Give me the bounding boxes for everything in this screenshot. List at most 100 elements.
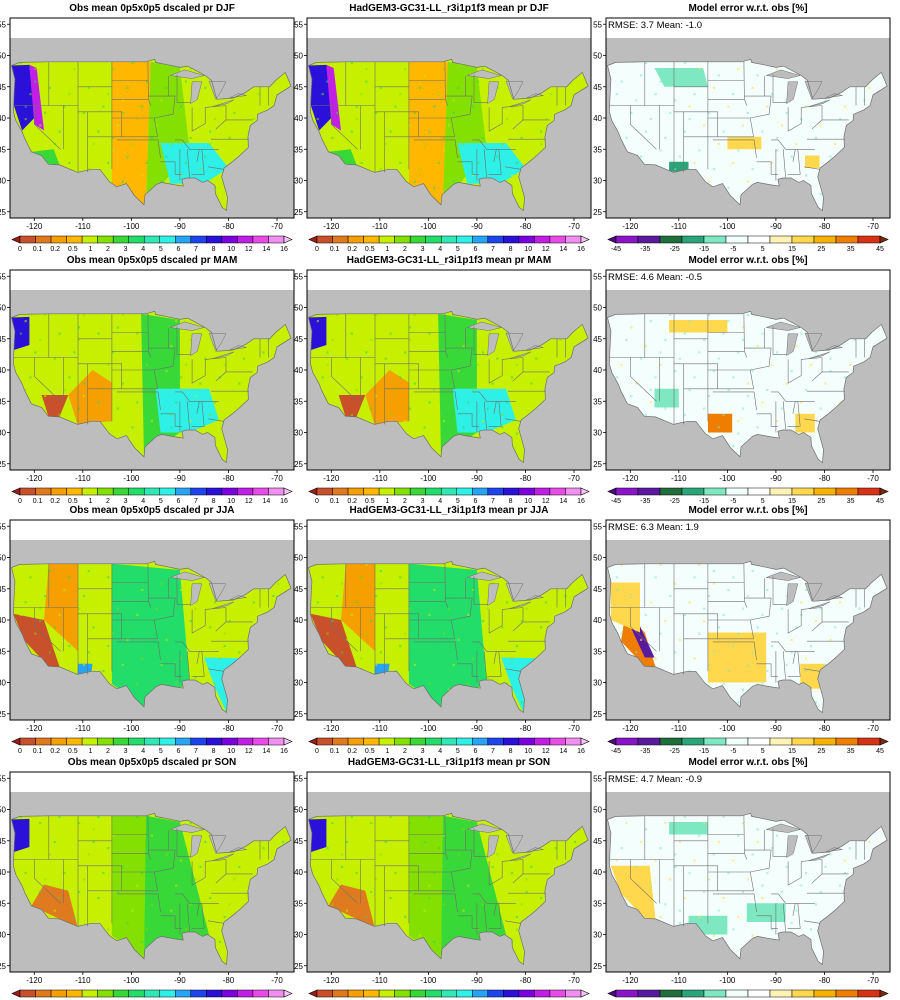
data-cell — [467, 601, 470, 604]
data-cell — [795, 426, 798, 429]
colorbar-swatch — [35, 487, 52, 496]
y-tick-label: 45 — [593, 585, 602, 594]
data-cell — [795, 909, 798, 912]
colorbar-label: 4 — [438, 748, 442, 755]
data-cell — [175, 884, 178, 887]
great-lake — [466, 571, 503, 581]
y-tick-label: 50 — [0, 554, 7, 563]
colorbar-swatch — [19, 737, 36, 746]
colorbar-label: 12 — [245, 246, 253, 253]
state-border — [772, 74, 787, 103]
colorbar-swatch — [206, 487, 223, 496]
data-cell — [413, 595, 416, 598]
colorbar-swatch — [268, 989, 285, 998]
state-border — [522, 357, 550, 373]
data-cell — [698, 632, 701, 635]
y-tick-label: 25 — [593, 208, 602, 217]
data-cell — [44, 878, 47, 881]
data-cell — [355, 320, 358, 323]
x-tick-label: -80 — [520, 724, 532, 733]
data-cell — [674, 168, 677, 171]
state-border — [78, 865, 122, 891]
state-border — [445, 597, 473, 621]
data-cell — [544, 118, 548, 121]
country-outline — [607, 812, 888, 966]
data-cell — [805, 872, 808, 875]
data-cell — [640, 74, 643, 77]
y-tick-label: 25 — [593, 710, 602, 719]
state-border — [749, 871, 754, 891]
data-cell — [510, 872, 514, 875]
state-border — [191, 401, 205, 427]
colorbar-swatch — [725, 487, 749, 496]
x-tick-label: -120 — [622, 724, 639, 733]
data-cell — [87, 370, 90, 373]
data-cell — [462, 143, 465, 146]
data-cell — [238, 382, 241, 385]
data-cell — [321, 576, 324, 579]
data-cell — [452, 865, 455, 868]
data-cell — [549, 859, 552, 862]
x-tick-label: -110 — [671, 222, 687, 231]
colorbar-swatch — [378, 737, 395, 746]
data-cell — [375, 111, 378, 114]
data-cell — [404, 632, 407, 635]
colorbar-max-arrow — [283, 737, 293, 746]
data-cell — [620, 363, 623, 366]
data-cell — [544, 601, 548, 604]
data-cell — [620, 563, 623, 566]
state-border — [811, 119, 823, 130]
state-border — [804, 920, 820, 924]
data-cell — [780, 124, 783, 127]
colorbar-swatch — [363, 737, 380, 746]
colorbar-label: 8 — [509, 748, 513, 755]
data-cell — [785, 111, 788, 114]
x-tick-label: -120 — [323, 474, 340, 483]
data-cell — [447, 326, 450, 329]
data-cell — [370, 338, 373, 341]
x-tick-label: -120 — [26, 976, 43, 985]
data-cell — [53, 909, 56, 912]
data-cell — [467, 332, 470, 335]
colorbar-swatch — [252, 487, 269, 496]
colorbar-swatch — [518, 989, 535, 998]
data-cell — [252, 601, 255, 604]
data-cell — [428, 884, 431, 887]
colorbar-swatch — [190, 487, 207, 496]
data-cell — [717, 840, 720, 843]
data-cell — [654, 859, 657, 862]
country-outline — [308, 310, 589, 464]
data-cell — [476, 645, 480, 648]
data-cell — [97, 130, 100, 133]
data-cell — [48, 86, 51, 89]
colorbar-label: 4 — [141, 246, 145, 253]
data-cell — [326, 80, 329, 83]
data-cell — [78, 407, 81, 410]
y-tick-label: 30 — [593, 679, 602, 688]
data-cell — [209, 130, 212, 133]
state-border — [208, 668, 224, 672]
data-cell — [751, 86, 754, 89]
no-data-strip — [10, 270, 294, 290]
data-cell — [775, 136, 779, 139]
data-cell — [741, 607, 745, 610]
colorbar-swatch — [791, 737, 815, 746]
panel-mam-observations: Obs mean 0p5x0p5 dscaled pr MAM-120 -110-… — [0, 255, 295, 505]
panel-son-model: HadGEM3-GC31-LL_r3i1p1f3 mean pr SON-120… — [294, 757, 592, 998]
data-cell — [107, 161, 110, 164]
data-field — [308, 561, 589, 713]
x-tick-label: -120 — [622, 976, 639, 985]
data-cell — [408, 407, 412, 410]
data-cell — [843, 872, 847, 875]
colorbar-swatch — [549, 487, 566, 496]
data-cell — [404, 420, 407, 423]
y-tick-label: 50 — [593, 304, 602, 313]
data-cell — [48, 651, 51, 654]
data-cell — [341, 582, 344, 585]
data-cell — [97, 815, 100, 818]
colorbar-swatch — [316, 487, 333, 496]
colorbar-swatch — [857, 235, 881, 244]
state-border — [804, 668, 820, 672]
data-cell — [433, 940, 436, 943]
data-cell — [698, 80, 701, 83]
